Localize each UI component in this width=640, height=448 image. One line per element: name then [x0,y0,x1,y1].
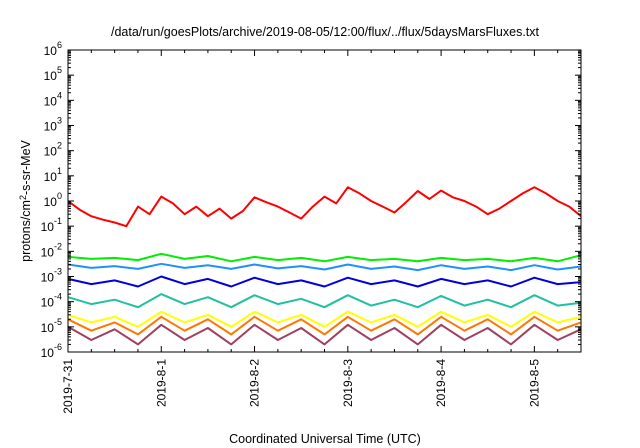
series-line-1 [67,186,582,228]
y-tick-exp: 5 [57,65,62,75]
series-line-5 [67,293,582,309]
y-axis-label-post: -s-sr-MeV [19,139,33,195]
x-tick-label: 2019-7-31 [61,359,75,414]
y-tick-label: 102 [44,141,62,159]
y-tick-label: 10-3 [41,267,62,285]
y-tick-exp: -5 [54,317,62,327]
x-tick-label: 2019-8-4 [434,359,448,407]
y-tick-label: 104 [44,90,62,108]
y-tick-label: 10-4 [41,292,62,310]
x-tick-label: 2019-8-3 [341,359,355,407]
y-tick-base: 10 [41,271,55,285]
y-tick-exp: -4 [54,292,62,302]
y-tick-exp: -1 [54,216,62,226]
y-axis-label-pre: protons/cm [19,200,33,262]
y-tick-base: 10 [44,69,58,83]
y-tick-label: 10-1 [41,216,62,234]
y-tick-label: 10-2 [41,241,62,259]
y-tick-label: 103 [44,116,62,134]
y-axis: 10-610-510-410-310-210-11001011021031041… [41,40,581,360]
y-tick-exp: -6 [54,342,62,352]
y-tick-label: 101 [44,166,62,184]
y-tick-exp: -2 [54,241,62,251]
series-line-3 [67,262,582,272]
y-tick-exp: 4 [57,90,62,100]
y-tick-base: 10 [41,296,55,310]
y-tick-base: 10 [41,321,55,335]
y-tick-exp: -3 [54,267,62,277]
y-tick-exp: 2 [57,141,62,151]
y-tick-label: 10-6 [41,342,62,360]
y-tick-base: 10 [44,195,58,209]
y-tick-label: 100 [44,191,62,209]
y-tick-exp: 6 [57,40,62,50]
y-tick-label: 10-5 [41,317,62,335]
series-layer [67,186,582,346]
series-line-4 [67,275,582,288]
series-line-7 [67,315,582,336]
y-tick-base: 10 [44,120,58,134]
series-line-6 [67,310,582,328]
series-line-2 [67,252,582,263]
y-tick-label: 105 [44,65,62,83]
y-axis-label: protons/cm2-s-sr-MeV [18,139,33,261]
y-tick-base: 10 [41,245,55,259]
series-line-8 [67,323,582,346]
y-tick-exp: 1 [57,166,62,176]
y-tick-exp: 0 [57,191,62,201]
x-tick-label: 2019-8-1 [154,359,168,407]
y-axis-label-sup: 2 [18,195,28,200]
x-axis-label: Coordinated Universal Time (UTC) [229,432,421,446]
x-tick-label: 2019-8-5 [527,359,541,407]
y-tick-base: 10 [44,44,58,58]
y-tick-base: 10 [44,170,58,184]
y-tick-label: 106 [44,40,62,58]
y-tick-exp: 3 [57,116,62,126]
x-axis: 2019-7-31 2019-8-1 2019-8-2 2019-8-3 2019-8-… [61,50,559,414]
y-tick-base: 10 [44,145,58,159]
y-tick-base: 10 [41,220,55,234]
y-tick-base: 10 [44,94,58,108]
chart-title: /data/run/goesPlots/archive/2019-08-05/1… [111,25,540,39]
x-tick-label: 2019-8-2 [248,359,262,407]
y-tick-base: 10 [41,346,55,360]
